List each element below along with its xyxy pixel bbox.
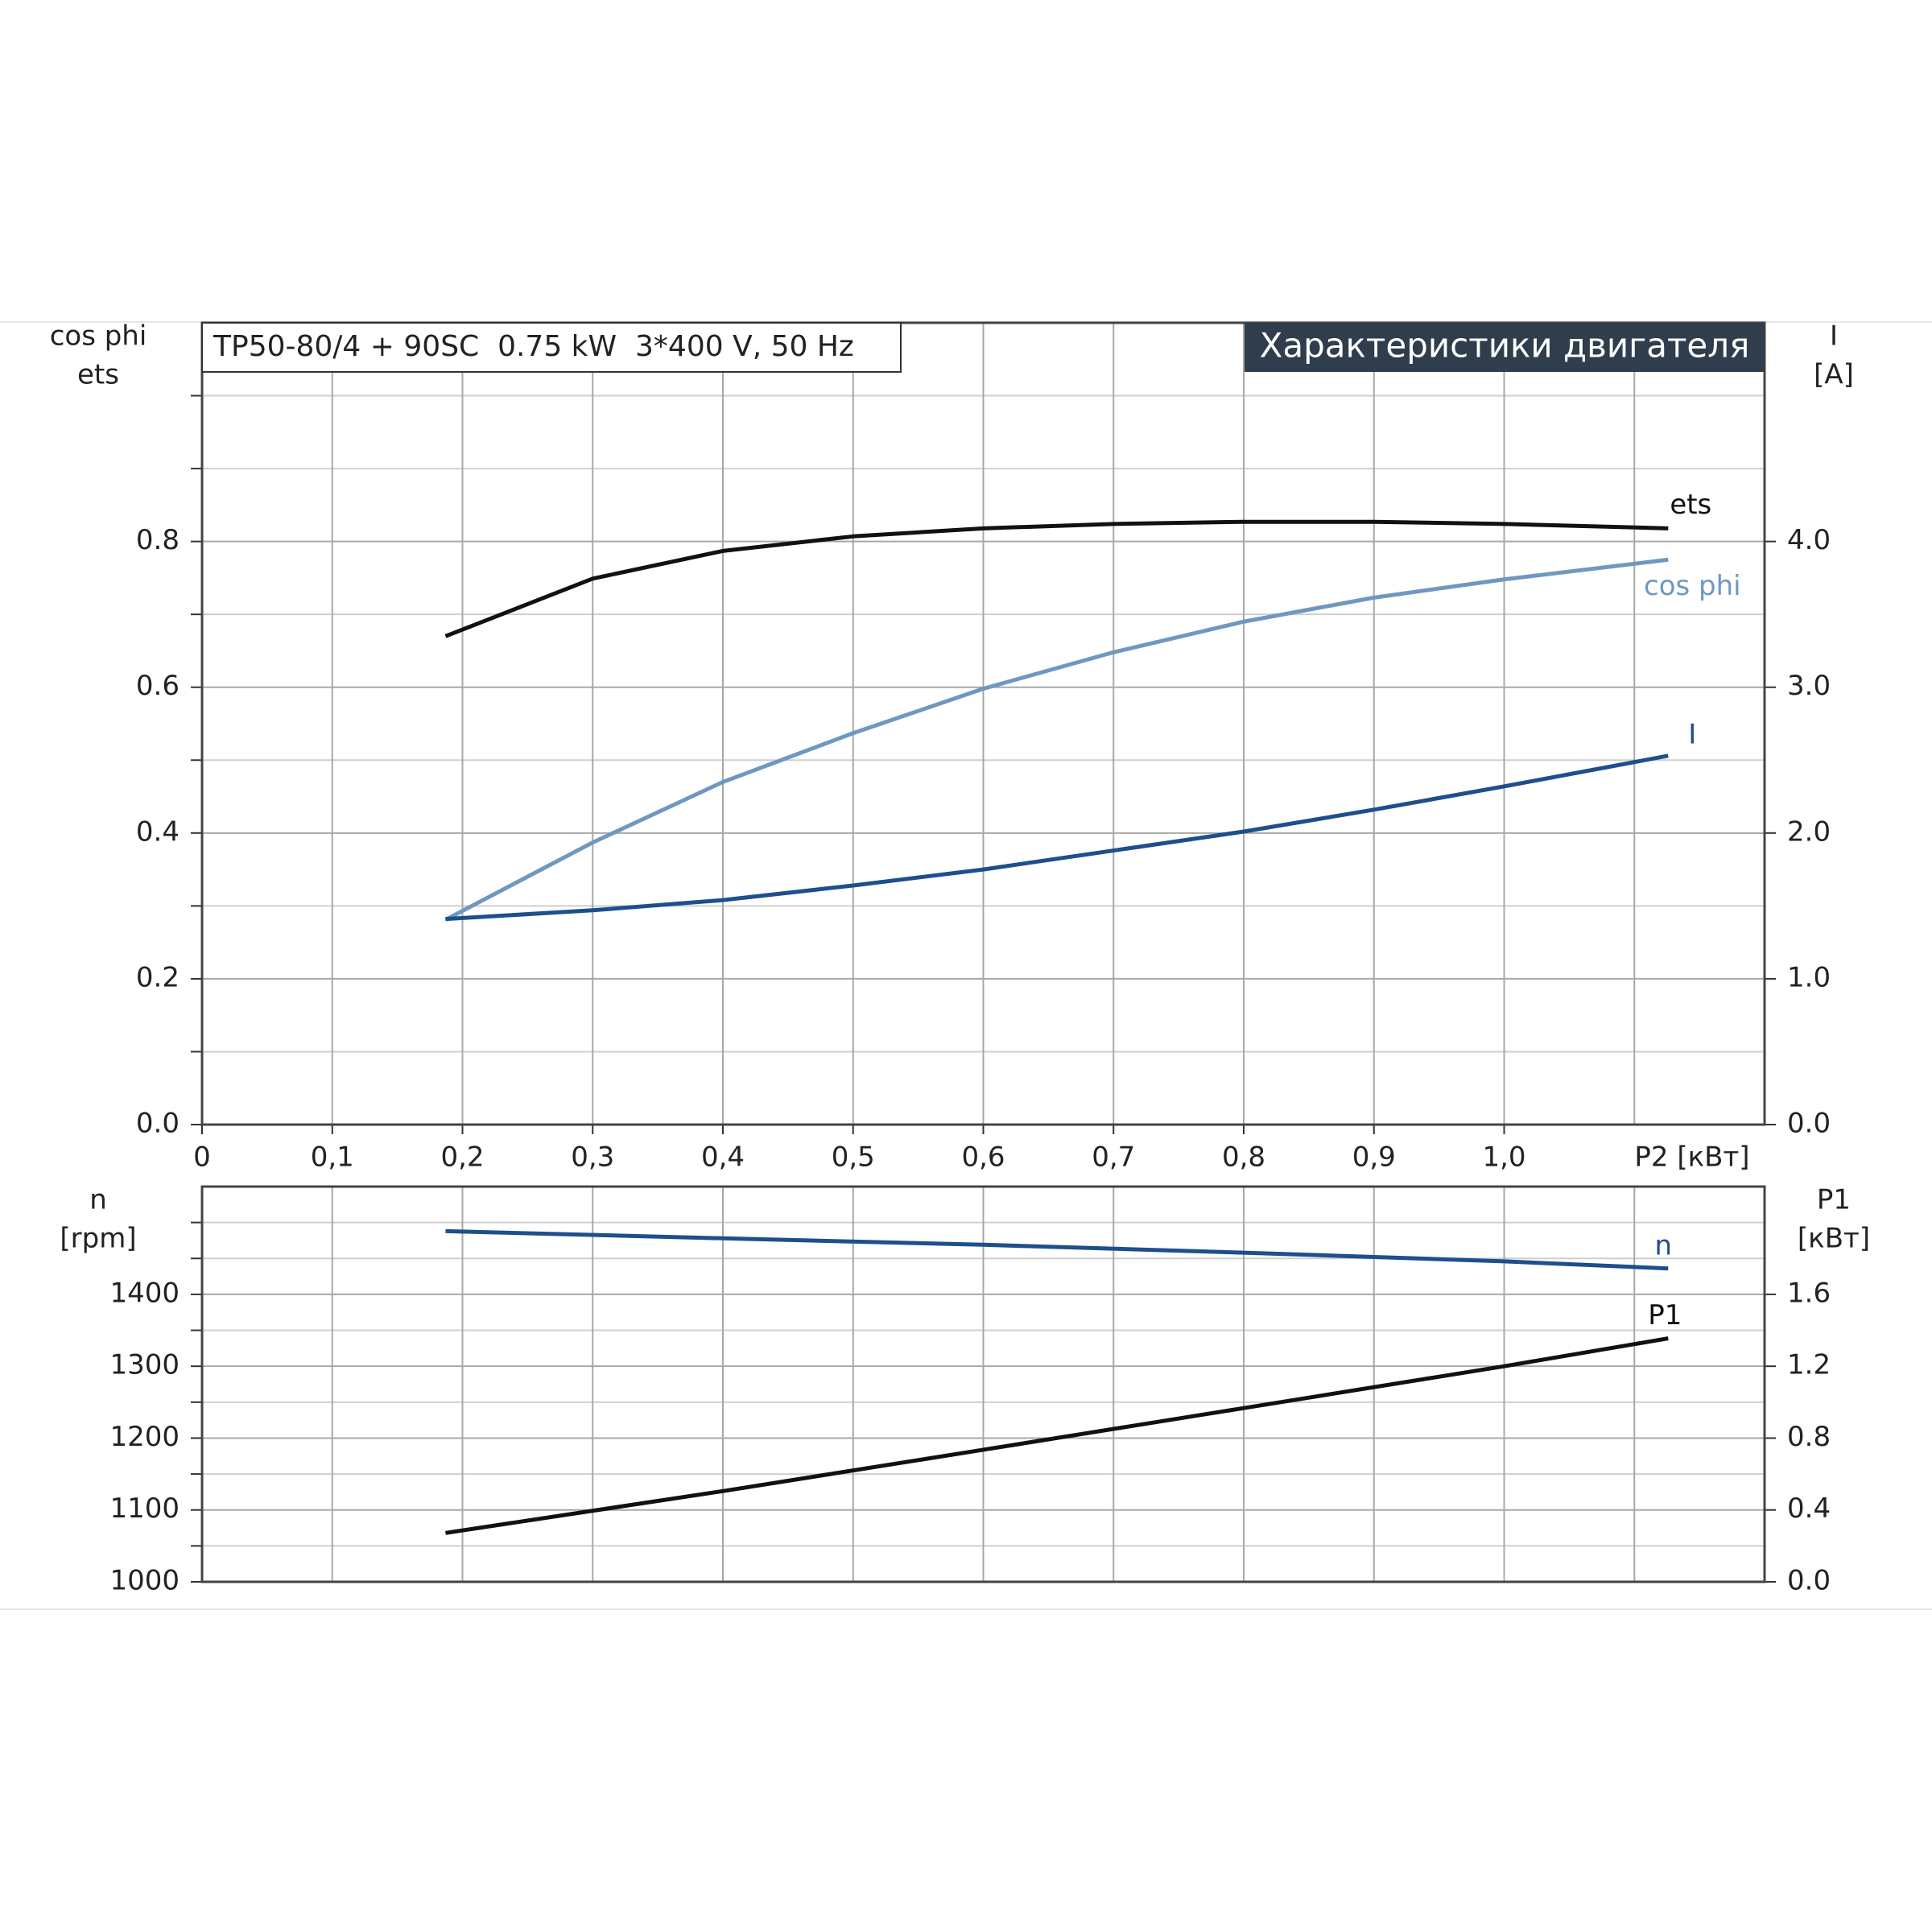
title-box <box>201 322 902 373</box>
y-axis-label: [rpm] <box>60 1223 136 1255</box>
series-label: P1 <box>1648 1299 1682 1331</box>
y2-tick-label: 1.6 <box>1787 1277 1831 1309</box>
y2-axis-label: I <box>1830 320 1838 353</box>
series-line <box>445 1336 1669 1535</box>
series-label: I <box>1688 718 1696 750</box>
y-tick-label: 0.4 <box>136 815 180 848</box>
y-tick-label: 1300 <box>109 1349 180 1381</box>
y-axis-label: ets <box>77 359 119 391</box>
series-line <box>445 1228 1669 1271</box>
x-tick-label: 0,7 <box>1092 1141 1135 1174</box>
x-tick-label: 0,8 <box>1222 1141 1265 1174</box>
series-line <box>445 753 1669 922</box>
y-axis-label: n <box>89 1184 107 1216</box>
y-tick-label: 1000 <box>109 1565 180 1597</box>
x-tick-label: 0,4 <box>701 1141 745 1174</box>
y2-axis-label: [кВт] <box>1798 1223 1870 1255</box>
y-tick-label: 1100 <box>109 1492 180 1525</box>
y2-tick-label: 0.4 <box>1787 1492 1831 1525</box>
y2-tick-label: 1.2 <box>1787 1349 1831 1381</box>
x-tick-label: 0,2 <box>440 1141 484 1174</box>
y2-tick-label: 0.0 <box>1787 1565 1831 1597</box>
y2-tick-label: 1.0 <box>1787 961 1831 993</box>
plot-frame <box>200 1185 1766 1583</box>
x-tick-label: 0,1 <box>311 1141 354 1174</box>
series-label: n <box>1655 1229 1673 1261</box>
y-tick-label: 0.8 <box>136 524 180 556</box>
series-label: ets <box>1670 489 1711 521</box>
x-tick-label: 0 <box>193 1141 211 1174</box>
y2-tick-label: 2.0 <box>1787 815 1831 848</box>
x-tick-label: 0,5 <box>832 1141 875 1174</box>
badge-box <box>1245 323 1765 372</box>
x-tick-label: 0,3 <box>571 1141 614 1174</box>
series-label: cos phi <box>1644 570 1741 602</box>
x-tick-label: 1,0 <box>1482 1141 1525 1174</box>
y2-tick-label: 0.0 <box>1787 1108 1831 1140</box>
x-axis-label: P2 [кВт] <box>1634 1141 1749 1174</box>
series-line <box>444 557 1669 922</box>
y2-axis-label: P1 <box>1817 1184 1851 1216</box>
y2-tick-label: 3.0 <box>1787 670 1831 702</box>
chart-badge: Характеристики двигателя <box>1260 326 1750 365</box>
y-tick-label: 0.6 <box>136 670 180 702</box>
y2-axis-label: [A] <box>1814 359 1854 391</box>
chart-title: TP50-80/4 + 90SC 0.75 kW 3*400 V, 50 Hz <box>213 330 854 363</box>
y-tick-label: 1200 <box>109 1421 180 1453</box>
y-tick-label: 0.0 <box>136 1108 180 1140</box>
series-line <box>444 519 1669 638</box>
x-tick-label: 0,6 <box>961 1141 1005 1174</box>
x-tick-label: 0,9 <box>1352 1141 1396 1174</box>
y2-tick-label: 4.0 <box>1787 524 1831 556</box>
y-tick-label: 0.2 <box>136 961 180 993</box>
y2-tick-label: 0.8 <box>1787 1421 1831 1453</box>
y-tick-label: 1400 <box>109 1277 180 1309</box>
plot-frame <box>200 321 1766 1126</box>
y-axis-label: cos phi <box>50 320 147 353</box>
